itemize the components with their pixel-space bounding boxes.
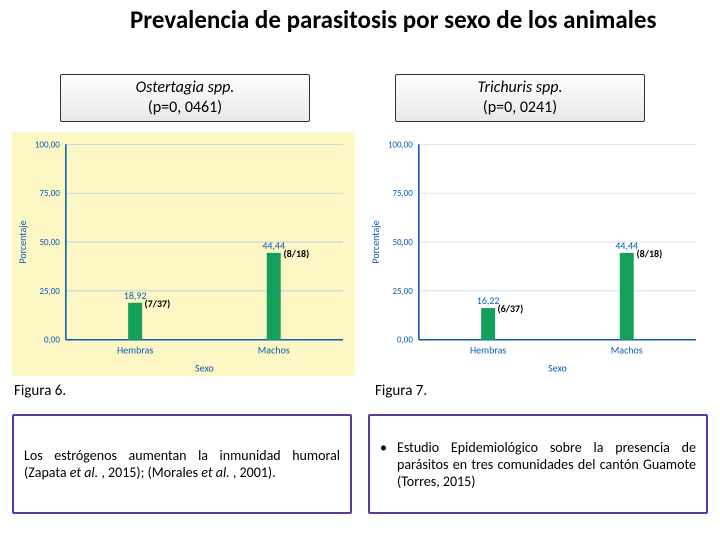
note-box-right: • Estudio Epidemiológico sobre la presen… [368, 414, 708, 514]
chart-left-anno-1: (8/18) [284, 247, 310, 260]
svg-text:18,92: 18,92 [124, 290, 147, 302]
figure-label-right: Figura 7. [375, 382, 427, 400]
page-title: Prevalencia de parasitosis por sexo de l… [130, 6, 710, 35]
svg-text:25,00: 25,00 [39, 286, 60, 297]
species-right-name: Trichuris spp. [477, 78, 562, 97]
note-right-text: Estudio Epidemiológico sobre la presenci… [397, 439, 696, 490]
figure-label-left: Figura 6. [14, 382, 66, 400]
svg-text:100,00: 100,00 [35, 139, 60, 150]
chart-right: 0,00 25,00 50,00 75,00 100,00 Porcentaje Sexo 1… [365, 132, 708, 376]
chart-right-anno-0: (6/37) [498, 302, 524, 315]
species-right-pval: (p=0, 0241) [483, 98, 557, 117]
bullet-icon: • [380, 441, 387, 490]
svg-text:50,00: 50,00 [39, 237, 60, 248]
svg-text:Machos: Machos [258, 345, 290, 357]
svg-text:Porcentaje: Porcentaje [370, 220, 382, 263]
species-box-right: Trichuris spp. (p=0, 0241) [395, 74, 645, 122]
chart-right-anno-1: (8/18) [637, 247, 663, 260]
svg-text:Sexo: Sexo [548, 363, 567, 375]
svg-text:44,44: 44,44 [615, 240, 638, 252]
note-box-left: Los estrógenos aumentan la inmunidad hum… [12, 414, 352, 514]
svg-text:Hembras: Hembras [470, 345, 506, 357]
chart-left: 0,00 25,00 50,00 75,00 100,00 Porcentaje Sexo 1… [12, 132, 355, 376]
svg-text:25,00: 25,00 [392, 286, 413, 297]
chart-left-anno-0: (7/37) [145, 297, 171, 310]
svg-text:75,00: 75,00 [392, 188, 413, 199]
svg-text:Machos: Machos [611, 345, 643, 357]
svg-text:50,00: 50,00 [392, 237, 413, 248]
svg-text:Sexo: Sexo [195, 363, 214, 375]
species-left-name: Ostertagia spp. [136, 78, 235, 97]
svg-text:Porcentaje: Porcentaje [17, 220, 29, 263]
svg-text:16,22: 16,22 [477, 295, 500, 307]
svg-text:44,44: 44,44 [262, 240, 285, 252]
charts-row: 0,00 25,00 50,00 75,00 100,00 Porcentaje Sexo 1… [12, 132, 708, 376]
note-left-text: Los estrógenos aumentan la inmunidad hum… [24, 447, 340, 481]
svg-text:Hembras: Hembras [117, 345, 153, 357]
svg-text:0,00: 0,00 [44, 335, 60, 346]
svg-text:0,00: 0,00 [397, 335, 413, 346]
svg-text:100,00: 100,00 [388, 139, 413, 150]
svg-text:75,00: 75,00 [39, 188, 60, 199]
species-box-left: Ostertagia spp. (p=0, 0461) [60, 74, 310, 122]
species-left-pval: (p=0, 0461) [148, 98, 222, 117]
